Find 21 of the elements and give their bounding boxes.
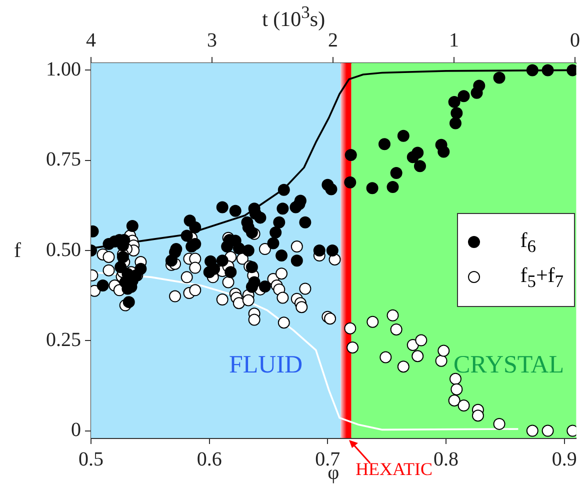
x2-tick-label: 1 bbox=[448, 29, 459, 52]
legend-label: f$_{5}$+f$_{7}$ bbox=[520, 262, 564, 292]
x-tick-label: 0.6 bbox=[196, 448, 222, 470]
y-tick-label: 0.25 bbox=[46, 328, 81, 351]
x-tick-label: 0.8 bbox=[434, 448, 459, 470]
x2-tick-label: 0 bbox=[570, 29, 580, 52]
x2-tick-label: 4 bbox=[86, 29, 96, 52]
x-tick-label: 0.9 bbox=[552, 448, 577, 470]
y-tick-label: 1.00 bbox=[46, 58, 81, 80]
y-axis-title: f bbox=[14, 238, 21, 263]
band-label: CRYSTAL bbox=[453, 351, 564, 378]
y-tick-label: 0.75 bbox=[46, 148, 81, 171]
band-label: HEXATIC bbox=[356, 459, 433, 480]
y-tick-label: 0.50 bbox=[46, 238, 81, 261]
x-tick-label: 0.5 bbox=[78, 448, 104, 470]
x2-tick-label: 2 bbox=[328, 29, 338, 52]
x2-tick-label: 3 bbox=[206, 29, 217, 52]
legend-label: f$_{6}$ bbox=[520, 228, 536, 257]
x2-axis-title: t (10$^{3}$s) bbox=[262, 2, 326, 32]
band-label: FLUID bbox=[228, 351, 303, 378]
y-tick-label: 0 bbox=[71, 419, 81, 442]
